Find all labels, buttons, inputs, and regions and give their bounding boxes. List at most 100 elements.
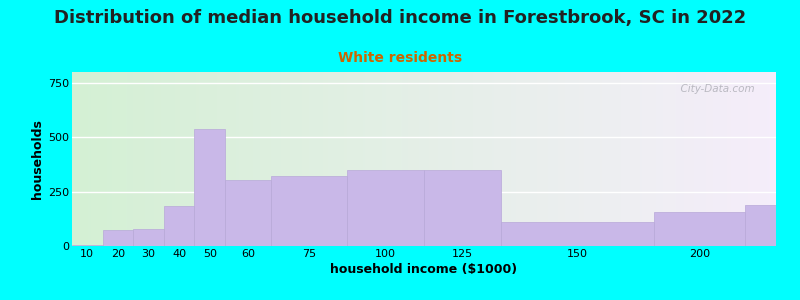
- Bar: [527, 72, 530, 246]
- Bar: [422, 72, 424, 246]
- Y-axis label: households: households: [31, 119, 44, 199]
- Bar: [126, 72, 128, 246]
- Bar: [673, 72, 675, 246]
- Bar: [708, 72, 710, 246]
- Bar: [713, 72, 715, 246]
- Bar: [90, 72, 93, 246]
- Bar: [586, 72, 588, 246]
- Bar: [142, 72, 145, 246]
- Bar: [759, 72, 762, 246]
- Bar: [766, 72, 769, 246]
- Bar: [602, 72, 605, 246]
- Bar: [506, 72, 509, 246]
- Bar: [406, 72, 407, 246]
- Bar: [553, 72, 555, 246]
- Bar: [396, 72, 398, 246]
- Bar: [661, 72, 663, 246]
- Bar: [255, 72, 258, 246]
- Bar: [492, 72, 494, 246]
- Bar: [262, 72, 265, 246]
- Bar: [720, 72, 722, 246]
- Bar: [750, 72, 753, 246]
- Bar: [253, 72, 255, 246]
- Bar: [227, 72, 230, 246]
- Text: Distribution of median household income in Forestbrook, SC in 2022: Distribution of median household income …: [54, 9, 746, 27]
- Bar: [248, 72, 250, 246]
- Bar: [72, 245, 102, 246]
- Bar: [389, 72, 391, 246]
- Bar: [670, 72, 673, 246]
- Bar: [731, 72, 734, 246]
- Bar: [410, 72, 412, 246]
- Bar: [555, 72, 558, 246]
- Bar: [86, 72, 89, 246]
- Bar: [715, 72, 718, 246]
- Bar: [414, 72, 417, 246]
- Bar: [482, 72, 485, 246]
- Bar: [110, 72, 112, 246]
- Bar: [276, 72, 278, 246]
- Bar: [295, 72, 298, 246]
- Bar: [304, 72, 306, 246]
- Bar: [246, 72, 248, 246]
- Bar: [180, 72, 182, 246]
- Bar: [358, 72, 361, 246]
- Bar: [522, 72, 525, 246]
- Bar: [122, 72, 124, 246]
- Bar: [102, 72, 105, 246]
- Bar: [647, 72, 650, 246]
- Bar: [309, 72, 311, 246]
- Bar: [241, 72, 243, 246]
- Bar: [501, 222, 654, 246]
- Bar: [434, 72, 436, 246]
- Bar: [666, 72, 668, 246]
- Bar: [441, 72, 442, 246]
- Bar: [105, 72, 107, 246]
- Bar: [738, 72, 741, 246]
- Bar: [734, 72, 736, 246]
- Bar: [236, 72, 238, 246]
- Bar: [605, 72, 607, 246]
- Bar: [656, 72, 658, 246]
- Bar: [154, 72, 157, 246]
- Bar: [250, 72, 253, 246]
- Bar: [650, 72, 652, 246]
- Bar: [628, 72, 630, 246]
- Bar: [382, 72, 384, 246]
- Bar: [335, 72, 337, 246]
- Bar: [168, 72, 170, 246]
- Bar: [682, 72, 685, 246]
- Bar: [600, 72, 602, 246]
- Bar: [198, 72, 201, 246]
- Bar: [379, 72, 382, 246]
- Bar: [140, 72, 142, 246]
- Bar: [339, 72, 342, 246]
- Bar: [577, 72, 579, 246]
- Bar: [565, 72, 567, 246]
- Bar: [407, 72, 410, 246]
- Bar: [230, 72, 231, 246]
- Bar: [532, 72, 534, 246]
- Bar: [269, 72, 271, 246]
- Bar: [703, 72, 706, 246]
- Bar: [718, 72, 720, 246]
- Bar: [225, 72, 227, 246]
- Bar: [361, 72, 363, 246]
- Bar: [100, 72, 102, 246]
- Bar: [314, 72, 316, 246]
- Bar: [138, 72, 140, 246]
- Bar: [560, 72, 562, 246]
- Bar: [98, 72, 100, 246]
- Bar: [102, 230, 134, 246]
- Bar: [462, 72, 464, 246]
- Bar: [384, 72, 386, 246]
- Bar: [654, 212, 746, 246]
- Bar: [764, 72, 766, 246]
- Bar: [663, 72, 666, 246]
- Bar: [112, 72, 114, 246]
- Bar: [689, 72, 691, 246]
- Bar: [77, 72, 79, 246]
- Bar: [342, 72, 344, 246]
- Bar: [724, 72, 726, 246]
- Bar: [623, 72, 626, 246]
